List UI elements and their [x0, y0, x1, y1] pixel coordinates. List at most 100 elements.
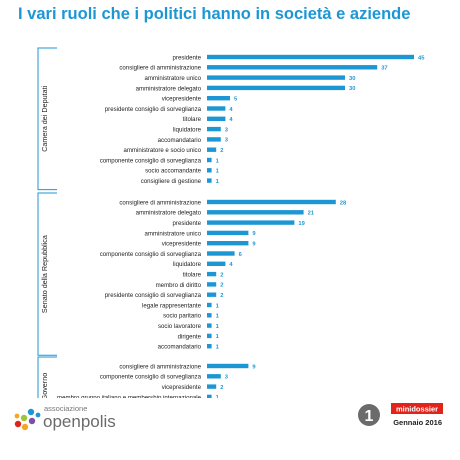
- group-2-bar: [207, 199, 336, 205]
- group-1-category-label: titolare: [183, 116, 202, 123]
- group-1-category-label: consigliere di amministrazione: [119, 65, 201, 72]
- group-2-category-label: presidente: [173, 220, 202, 227]
- group-2-bar: [207, 210, 304, 215]
- group-1-value-label: 3: [225, 127, 229, 133]
- group-1-bar: [207, 65, 378, 70]
- group-1-category-label: accomandatario: [158, 137, 202, 144]
- group-2-value-label: 19: [298, 221, 305, 227]
- group-1-category-label: presidente consiglio di sorveglianza: [105, 106, 202, 113]
- group-1-category-label: liquidatore: [173, 127, 202, 134]
- logo-mark-icon: [14, 408, 41, 431]
- group-2-value-label: 4: [229, 262, 233, 268]
- dossier-label: minidossier: [396, 405, 438, 414]
- group-1-bar: [207, 75, 345, 80]
- group-2-category-label: componente consiglio di sorveglianza: [100, 251, 202, 258]
- group-2-category-label: amministratore unico: [144, 230, 201, 237]
- group-2-value-label: 9: [252, 231, 256, 237]
- group-1-category-label: componente consiglio di sorveglianza: [100, 157, 202, 164]
- group-1-value-label: 30: [349, 86, 355, 92]
- group-2-bar: [207, 302, 212, 308]
- group-2-category-label: consigliere di amministrazione: [119, 199, 201, 206]
- group-2-category-label: socio lavoratore: [158, 323, 202, 330]
- group-1-bracket: [37, 47, 57, 191]
- group-2-bar: [207, 220, 295, 225]
- group-1-bar: [207, 178, 212, 183]
- group-2-category-label: socio paritario: [163, 313, 202, 320]
- group-3-category-label: consigliere di amministrazione: [119, 363, 201, 370]
- group-3-bar: [207, 394, 212, 398]
- group-1-bar: [207, 85, 345, 91]
- group-1-bar: [207, 168, 212, 173]
- group-1-value-label: 4: [229, 107, 233, 113]
- group-3-value-label: 1: [216, 395, 220, 398]
- group-1-bar: [207, 126, 221, 132]
- group-2-category-label: liquidatore: [173, 261, 202, 268]
- page-number: 1: [365, 408, 374, 425]
- group-2-bar: [207, 323, 212, 328]
- group-2-bar: [207, 333, 212, 339]
- group-2-value-label: 2: [220, 283, 223, 289]
- group-1-value-label: 5: [234, 97, 238, 103]
- group-1-category-label: presidente: [173, 54, 202, 61]
- group-2-value-label: 2: [220, 293, 223, 299]
- group-3-category-label: vicepresidente: [162, 384, 202, 391]
- group-2-bar: [207, 344, 212, 349]
- logo-small-text: associazione: [44, 404, 87, 413]
- group-2-value-label: 2: [220, 272, 223, 278]
- group-1-value-label: 1: [216, 179, 220, 185]
- group-1-bar: [207, 157, 212, 163]
- group-2-bar: [207, 261, 226, 266]
- group-3-category-label: componente consiglio di sorveglianza: [100, 374, 202, 381]
- group-2-value-label: 1: [216, 314, 220, 320]
- group-1-category-label: amministratore e socio unico: [123, 147, 201, 154]
- group-2-category-label: membro di diritto: [156, 282, 202, 289]
- group-3-bracket: [37, 356, 57, 398]
- page-title: I vari ruoli che i politici hanno in soc…: [18, 5, 411, 23]
- group-3-bar: [207, 363, 249, 369]
- group-1-category-label: amministratore delegato: [136, 85, 202, 92]
- group-2-category-label: amministratore delegato: [136, 210, 202, 217]
- group-2-value-label: 1: [216, 303, 220, 309]
- group-2-category-label: titolare: [183, 272, 202, 279]
- group-2-category-label: legale rappresentante: [142, 302, 202, 309]
- group-1-bar: [207, 137, 221, 142]
- group-2-label: Senato della Repubblica: [40, 235, 49, 313]
- group-3-category-label: membro gruppo italiano e membership inte…: [57, 394, 202, 398]
- group-3-value-label: 3: [225, 375, 229, 381]
- group-1-category-label: vicepresidente: [162, 96, 202, 103]
- group-3-value-label: 2: [220, 385, 223, 391]
- group-3-bar: [207, 384, 217, 389]
- group-1-category-label: amministratore unico: [144, 75, 201, 82]
- group-2-category-label: vicepresidente: [162, 241, 202, 248]
- group-2-value-label: 28: [340, 200, 347, 206]
- group-3-bar: [207, 374, 221, 379]
- group-3-value-label: 9: [252, 364, 256, 370]
- group-1-bar: [207, 147, 217, 152]
- group-1-value-label: 37: [381, 66, 387, 72]
- group-1-bar: [207, 54, 414, 60]
- group-1-value-label: 2: [220, 148, 223, 154]
- group-2-bar: [207, 282, 217, 287]
- group-2-value-label: 21: [308, 211, 315, 217]
- group-1-bar: [207, 96, 230, 101]
- group-1-value-label: 3: [225, 138, 229, 144]
- group-2-value-label: 9: [252, 242, 256, 248]
- group-2-bar: [207, 313, 212, 318]
- group-1-value-label: 4: [229, 117, 233, 123]
- dossier-label-bg: [391, 403, 443, 414]
- group-2-bracket: [37, 192, 57, 356]
- logo-text: openpolis: [43, 412, 116, 431]
- group-2-bar: [207, 230, 249, 236]
- group-2-bar: [207, 241, 249, 246]
- group-2-category-label: accomandatario: [158, 344, 202, 351]
- page-badge: 1: [358, 404, 380, 426]
- group-1-value-label: 1: [216, 169, 220, 175]
- group-2-bar: [207, 292, 217, 297]
- group-2-value-label: 1: [216, 324, 220, 330]
- group-2-category-label: presidente consiglio di sorveglianza: [105, 292, 202, 299]
- group-2-value-label: 1: [216, 345, 220, 351]
- group-1-category-label: consigliere di gestione: [141, 178, 202, 185]
- group-3-label: Governo: [40, 373, 49, 398]
- group-1-value-label: 30: [349, 76, 355, 82]
- openpolis-logo[interactable]: associazione openpolis: [14, 404, 116, 431]
